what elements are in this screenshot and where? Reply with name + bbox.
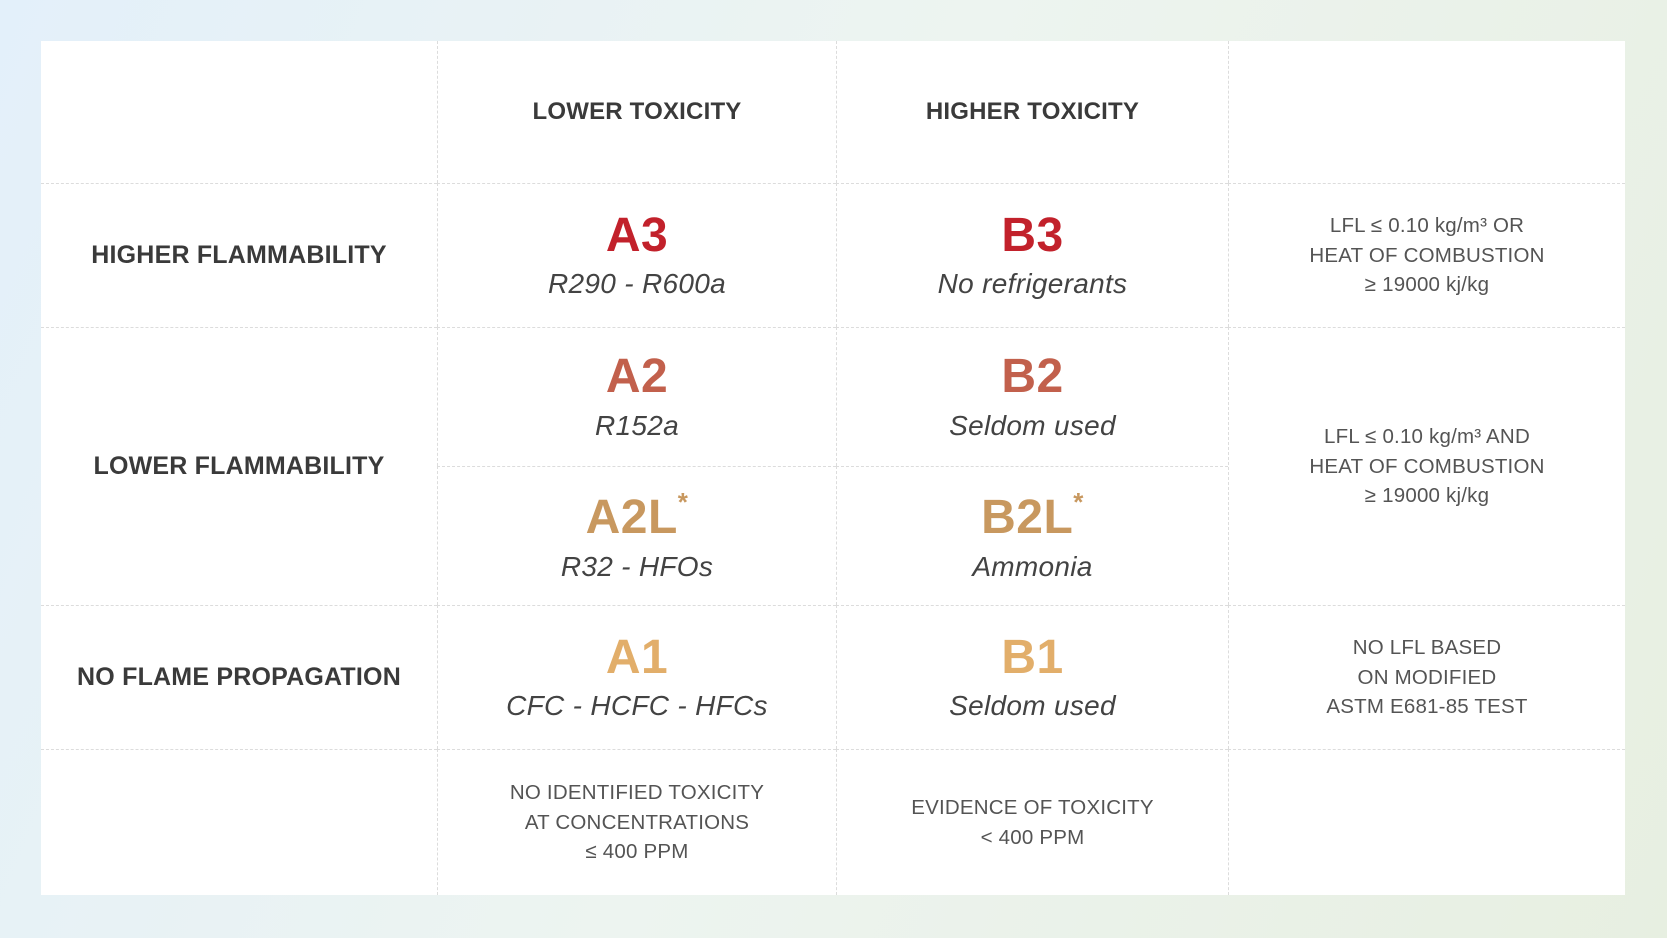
class-b2-refrigerants: Seldom used [949,409,1116,441]
note-no-flame-propagation-text: NO LFL BASED ON MODIFIED ASTM E681-85 TE… [1326,635,1528,719]
note-higher-toxicity: EVIDENCE OF TOXICITY < 400 PPM [836,749,1228,895]
class-a3-refrigerants: R290 - R600a [548,268,726,300]
class-a1-refrigerants: CFC - HCFC - HFCs [506,690,768,722]
note-higher-flammability-text: LFL ≤ 0.10 kg/m³ OR HEAT OF COMBUSTION ≥… [1309,213,1545,297]
class-b2l-refrigerants: Ammonia [972,550,1093,582]
class-b3-code: B3 [1001,208,1064,262]
note-no-flame-propagation: NO LFL BASED ON MODIFIED ASTM E681-85 TE… [1228,605,1625,749]
note-lower-toxicity-text: NO IDENTIFIED TOXICITY AT CONCENTRATIONS… [509,780,765,864]
note-higher-flammability: LFL ≤ 0.10 kg/m³ OR HEAT OF COMBUSTION ≥… [1228,183,1625,327]
row-header-lower-flammability-label: LOWER FLAMMABILITY [93,452,385,480]
class-b1-code: B1 [1001,630,1064,684]
class-a3-code: A3 [605,208,669,262]
cell-a2: A2 R152a [437,327,836,466]
class-a2-code: A2 [605,350,669,404]
cell-a3: A3 R290 - R600a [437,183,836,327]
row-header-higher-flammability: HIGHER FLAMMABILITY [41,183,437,327]
col-header-higher-toxicity: HIGHER TOXICITY [836,41,1228,183]
class-a2l-code-text: A2L [585,491,678,545]
note-lower-flammability-text: LFL ≤ 0.10 kg/m³ AND HEAT OF COMBUSTION … [1309,424,1545,508]
note-lower-flammability: LFL ≤ 0.10 kg/m³ AND HEAT OF COMBUSTION … [1228,327,1625,605]
row-header-lower-flammability: LOWER FLAMMABILITY [41,327,437,605]
row-header-no-flame-propagation: NO FLAME PROPAGATION [41,605,437,749]
class-b3-refrigerants: No refrigerants [937,268,1128,300]
col-header-lower-toxicity-label: LOWER TOXICITY [532,98,742,125]
class-b2l-code-text: B2L [981,491,1074,545]
col-header-lower-toxicity: LOWER TOXICITY [437,41,836,183]
cell-b3: B3 No refrigerants [836,183,1228,327]
class-b2l-code: B2L* [981,489,1084,543]
corner-cell-top-right [1228,41,1625,183]
cell-a2l: A2L* R32 - HFOs [437,466,836,605]
corner-cell-bottom-right [1228,749,1625,895]
note-higher-toxicity-text: EVIDENCE OF TOXICITY < 400 PPM [911,795,1154,849]
safety-classification-matrix: LOWER TOXICITY HIGHER TOXICITY HIGHER FL… [41,41,1625,895]
class-b2l-asterisk: * [1073,487,1084,518]
cell-b1: B1 Seldom used [836,605,1228,749]
class-a2l-code: A2L* [586,489,689,543]
row-header-no-flame-propagation-label: NO FLAME PROPAGATION [77,663,401,691]
corner-cell-top-left [41,41,437,183]
class-a2-refrigerants: R152a [594,409,679,441]
class-b2-code: B2 [1001,350,1064,404]
note-lower-toxicity: NO IDENTIFIED TOXICITY AT CONCENTRATIONS… [437,749,836,895]
col-header-higher-toxicity-label: HIGHER TOXICITY [925,98,1140,125]
corner-cell-bottom-left [41,749,437,895]
class-a1-code: A1 [605,630,669,684]
class-b1-refrigerants: Seldom used [949,690,1116,722]
class-a2l-asterisk: * [677,487,689,518]
cell-a1: A1 CFC - HCFC - HFCs [437,605,836,749]
cell-b2: B2 Seldom used [836,327,1228,466]
cell-b2l: B2L* Ammonia [836,466,1228,605]
row-header-higher-flammability-label: HIGHER FLAMMABILITY [91,241,387,269]
class-a2l-refrigerants: R32 - HFOs [560,550,714,582]
